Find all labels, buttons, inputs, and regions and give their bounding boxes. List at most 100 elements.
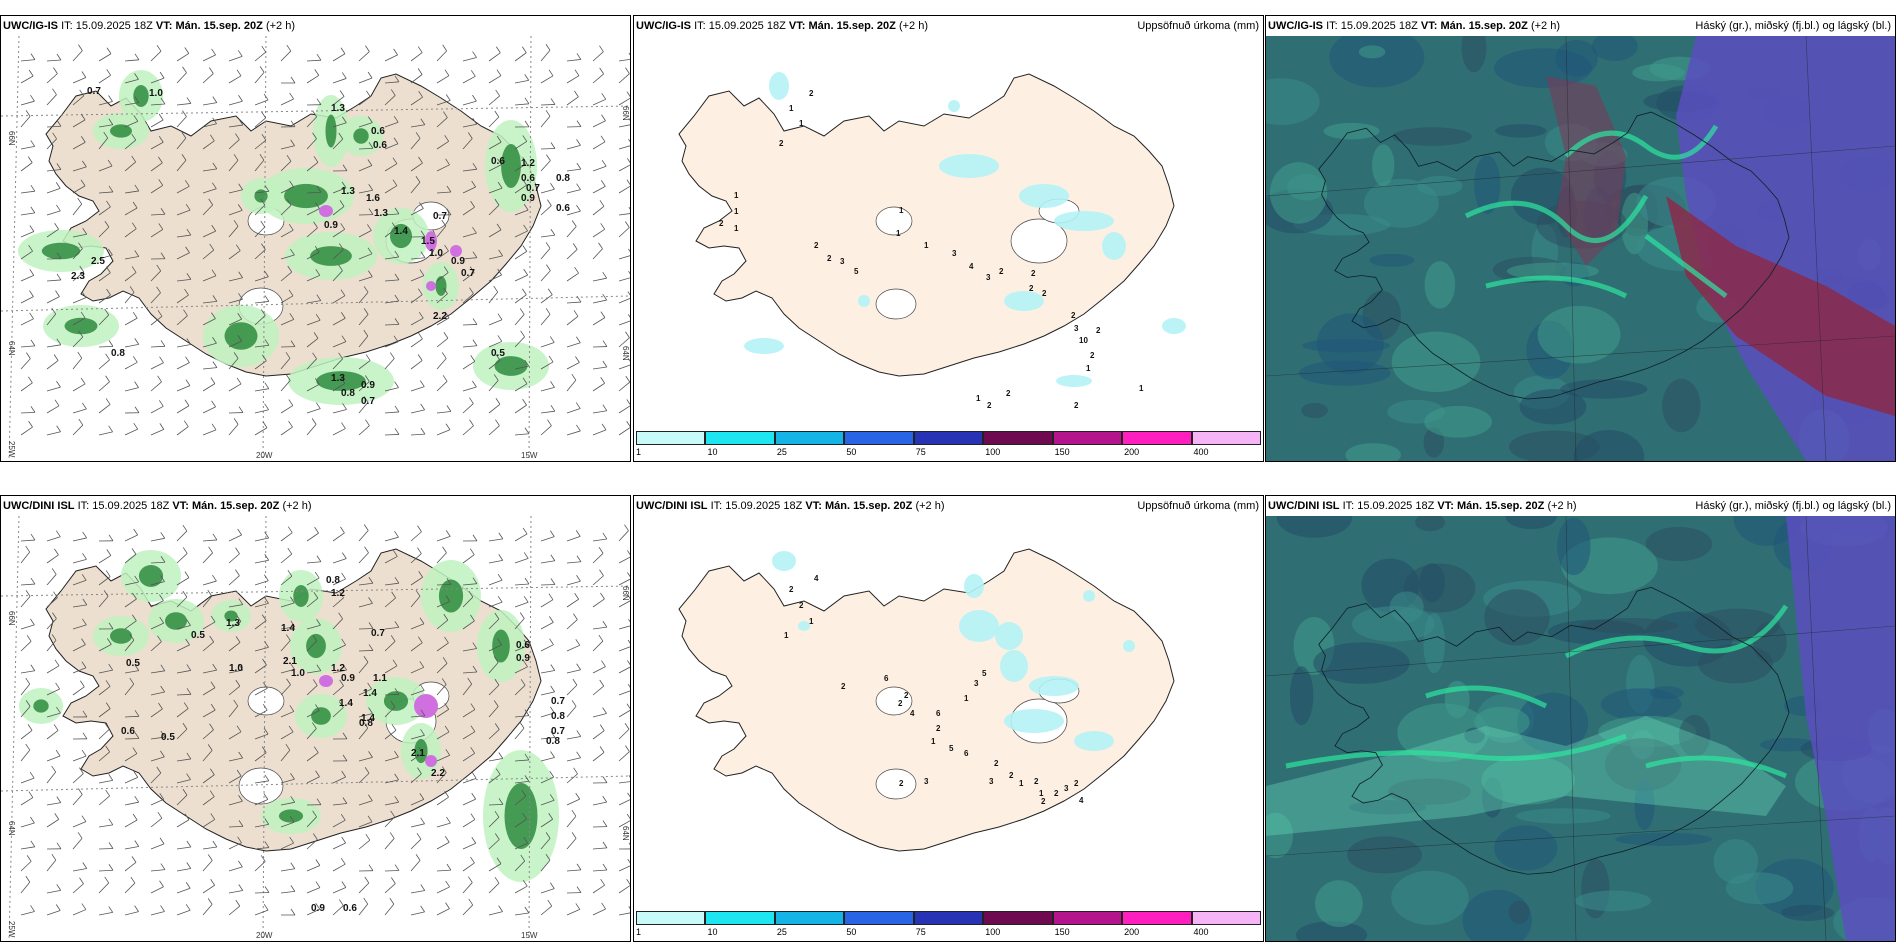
wind-barb-feather	[446, 863, 452, 871]
wind-barb-feather	[160, 664, 166, 672]
precip-value-label: 2.2	[431, 768, 445, 779]
colorbar-swatch	[913, 431, 984, 445]
wind-barb-feather	[80, 179, 86, 187]
wind-barb-feather	[626, 421, 630, 427]
wind-barb-feather	[105, 789, 110, 797]
wind-barb-feather	[420, 729, 425, 736]
wind-barb-feather	[81, 661, 87, 668]
wind-barb-feather	[210, 377, 216, 384]
wind-barb	[332, 842, 346, 850]
wind-barb	[410, 360, 423, 370]
wind-barb-feather	[82, 402, 87, 410]
wind-barb	[150, 429, 164, 436]
wind-barb	[280, 640, 291, 652]
precip-area	[948, 100, 960, 112]
wind-barb-feather	[498, 554, 504, 561]
wind-barb	[410, 911, 425, 916]
wind-barb	[176, 234, 191, 238]
wind-barb	[124, 272, 137, 282]
wind-barb-feather	[233, 220, 239, 227]
wind-barb-feather	[341, 552, 347, 559]
it-label: IT:	[1326, 20, 1338, 32]
wind-barb-feather	[496, 135, 502, 143]
wind-barb-feather	[602, 532, 608, 540]
wind-barb-feather	[419, 380, 425, 387]
it-label: IT:	[1342, 500, 1355, 512]
wind-barb	[514, 230, 528, 238]
wind-barb	[332, 685, 344, 696]
colorbar-tick-label: 75	[915, 927, 926, 937]
wind-barb	[124, 598, 137, 608]
wind-barb	[462, 798, 476, 806]
wind-barb	[254, 190, 269, 194]
precip-area	[772, 551, 796, 571]
wind-barb-feather	[548, 593, 554, 600]
wind-barb-feather	[545, 242, 551, 249]
wind-barb	[176, 405, 190, 414]
wind-barb	[540, 188, 555, 194]
colorbar-tick-label: 10	[707, 447, 718, 457]
precip-area-heavy	[293, 585, 309, 607]
wind-barb-feather	[418, 571, 423, 578]
wind-barb-feather	[134, 664, 140, 671]
wind-barb-feather	[186, 752, 192, 760]
wind-barb-feather	[363, 286, 369, 293]
wind-barb-feather	[468, 590, 474, 598]
wind-barb-feather	[420, 403, 425, 411]
precip-value-label: 0.8	[556, 173, 570, 184]
panel-subtitle: Háský (gr.), miðský (fj.bl.) og lágský (…	[1695, 20, 1891, 32]
wind-barb-feather	[576, 555, 582, 562]
wind-barb-feather	[599, 679, 605, 687]
precip-area	[1019, 184, 1069, 208]
wind-barb	[592, 410, 607, 414]
wind-barb-feather	[78, 418, 84, 426]
wind-barb-feather	[340, 813, 346, 821]
wind-barb-feather	[472, 226, 477, 234]
wind-barb	[592, 908, 606, 916]
wind-barb	[358, 903, 369, 916]
wind-barb	[306, 383, 320, 392]
wind-barb	[436, 225, 447, 238]
wind-barb-feather	[519, 722, 525, 729]
wind-barb	[462, 57, 477, 62]
precip-value-label: 2	[841, 682, 846, 691]
wind-barb-feather	[160, 340, 166, 347]
wind-barb	[540, 234, 555, 238]
wind-barb-feather	[25, 700, 31, 707]
wind-barb	[254, 249, 266, 260]
wind-barb-feather	[600, 377, 605, 384]
wind-barb	[176, 530, 188, 542]
wind-barb-feather	[550, 751, 555, 758]
wind-barb-feather	[108, 185, 114, 193]
wind-barb-feather	[599, 45, 604, 52]
wind-barb-feather	[342, 797, 348, 804]
wind-barb	[46, 859, 57, 872]
wind-barb	[488, 706, 499, 718]
wind-barb-feather	[28, 791, 34, 798]
precip-area-intense	[319, 205, 333, 217]
wind-barb-feather	[601, 114, 606, 121]
wind-barb-feather	[235, 636, 241, 643]
wind-precip-panel-dini: UWC/DINI ISL IT: 15.09.2025 18Z VT: Mán.…	[0, 495, 631, 942]
wind-barb-feather	[288, 725, 294, 733]
wind-barb	[254, 602, 269, 608]
precip-value-label: 3	[952, 249, 957, 258]
wind-barb	[228, 210, 243, 216]
precip-value-label: 2	[1034, 777, 1039, 786]
wind-barb-feather	[316, 53, 322, 61]
wind-barb-feather	[30, 94, 35, 102]
wind-barb	[384, 341, 399, 348]
wind-barb-feather	[469, 548, 475, 555]
wind-barb	[462, 620, 475, 630]
wind-barb	[228, 575, 240, 586]
wind-barb	[202, 249, 215, 260]
wind-barb	[332, 317, 346, 326]
wind-barb-feather	[56, 796, 62, 803]
wind-barb-feather	[521, 288, 527, 295]
precip-area	[744, 338, 784, 354]
precip-area-heavy	[41, 242, 81, 260]
wind-barb	[228, 757, 243, 762]
wind-barb-feather	[415, 854, 421, 861]
wind-barb-feather	[522, 245, 528, 252]
wind-barb-feather	[549, 638, 554, 645]
